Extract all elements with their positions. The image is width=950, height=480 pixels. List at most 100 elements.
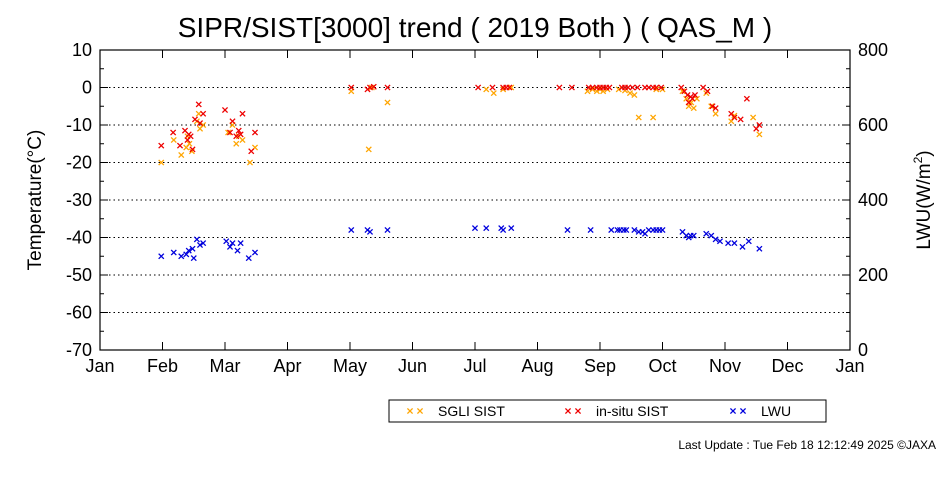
y-tick-label: -20 [66,153,92,173]
point-sgli-sist [631,91,638,99]
point-in-situ-sist [712,105,719,112]
chart-title: SIPR/SIST[3000] trend ( 2019 Both ) ( QA… [178,12,772,43]
point-sgli-sist [731,112,738,119]
point-sgli-sist [246,159,254,166]
point-in-situ-sist [704,88,711,95]
point-in-situ-sist [370,83,377,90]
x-tick-label: Aug [521,356,553,376]
point-sgli-sist [756,131,763,138]
y2-tick-label: 200 [858,265,888,285]
point-lwu [739,243,746,250]
point-in-situ-sist [384,84,391,91]
point-sgli-sist [679,88,686,95]
point-in-situ-sist [737,116,744,123]
y2-tick-label: 600 [858,115,888,135]
point-in-situ-sist [689,95,696,102]
point-sgli-sist [170,136,177,144]
point-in-situ-sist [658,84,665,91]
legend-entry-label: LWU [761,403,791,419]
x-tick-label: Apr [273,356,301,376]
point-in-situ-sist [756,121,763,129]
point-sgli-sist [653,86,660,93]
point-in-situ-sist [226,129,234,136]
x-tick-label: Mar [210,356,241,376]
point-in-situ-sist [251,129,259,136]
legend-marker [406,407,414,415]
point-lwu [659,226,666,234]
point-lwu [631,226,638,234]
point-sgli-sist [188,148,195,155]
point-sgli-sist [233,140,240,147]
point-lwu [508,225,515,232]
point-in-situ-sist [191,116,199,123]
point-lwu [158,253,165,260]
point-in-situ-sist [221,106,229,114]
point-in-situ-sist [239,110,246,117]
point-lwu [500,226,507,234]
legend-box [388,399,827,423]
point-sgli-sist [508,84,515,91]
point-lwu [725,240,732,247]
point-lwu [712,236,719,243]
point-sgli-sist [690,105,697,112]
point-lwu [384,226,391,234]
legend-marker [416,407,424,415]
point-sgli-sist [626,90,634,97]
point-lwu [185,247,192,254]
point-in-situ-sist [709,103,716,110]
grid-lines [100,87,850,313]
legend-marker [729,407,737,415]
point-lwu [196,241,204,249]
x-axis-ticks: Jan Feb Mar Apr May Jun Jul Aug Sep Oct Nov Dec Jan [85,50,865,376]
point-in-situ-sist [743,95,750,102]
point-sgli-sist [239,136,246,144]
point-lwu [193,236,200,243]
y2-tick-label: 800 [858,40,888,60]
point-lwu [608,226,615,234]
point-sgli-sist [225,129,232,136]
point-sgli-sist [750,114,757,121]
x-tick-label: Feb [147,356,178,376]
y2-axis-label-end: ) [914,150,935,156]
x-tick-label: Jan [835,356,864,376]
point-sgli-sist [688,99,695,106]
point-in-situ-sist [195,101,202,108]
point-sgli-sist [615,86,622,93]
point-sgli-sist [708,103,715,110]
point-in-situ-sist [653,84,660,91]
point-lwu [189,245,196,252]
point-sgli-sist [500,86,507,93]
y2-axis-label-superscript: 2 [911,156,925,163]
point-lwu [620,226,627,234]
legend-entry-label: in-situ SIST [596,403,669,419]
point-lwu [483,225,490,232]
point-lwu [587,226,594,234]
point-in-situ-sist [176,142,184,149]
x-tick-label: May [333,356,367,376]
point-lwu [703,230,710,237]
last-update-text: Last Update : Tue Feb 18 12:12:49 2025 ©… [678,438,936,452]
x-tick-label: Oct [648,356,676,376]
point-sgli-sist [596,86,604,93]
point-lwu [200,240,207,247]
y2-axis-label: LWU(W/m2) [911,150,935,249]
point-sgli-sist [384,99,391,106]
point-lwu [564,226,571,234]
point-sgli-sist [635,114,642,121]
point-lwu [756,245,763,252]
y-tick-label: -10 [66,115,92,135]
point-sgli-sist [365,146,372,153]
x-tick-label: Jul [463,356,486,376]
point-in-situ-sist [731,114,738,121]
point-lwu [623,226,630,234]
x-tick-label: Dec [771,356,803,376]
point-sgli-sist [158,159,165,166]
point-lwu [716,238,724,245]
point-in-situ-sist [229,118,236,125]
point-in-situ-sist [187,133,194,140]
y-tick-label: 10 [72,40,92,60]
y2-tick-label: 400 [858,190,888,210]
point-in-situ-sist [348,84,355,91]
point-lwu [183,251,190,258]
point-in-situ-sist [237,131,244,138]
